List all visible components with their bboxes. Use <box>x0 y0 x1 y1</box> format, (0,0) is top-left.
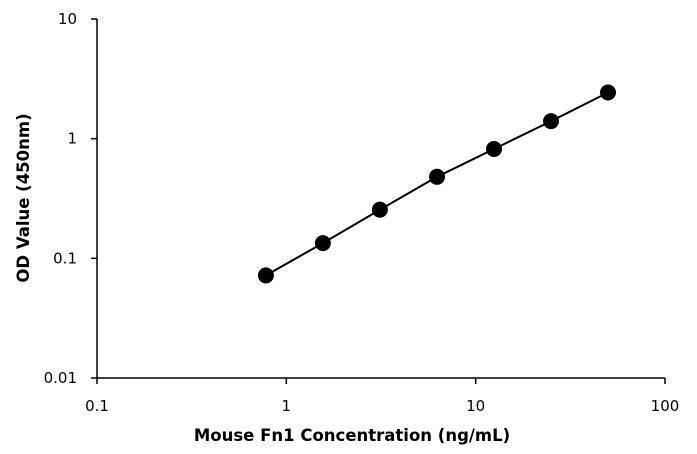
x-tick-label: 10 <box>466 397 485 415</box>
x-tick-label: 1 <box>282 397 292 415</box>
data-point <box>257 267 274 284</box>
data-points <box>257 84 617 284</box>
y-tick-label: 10 <box>58 10 77 28</box>
data-point <box>600 84 617 101</box>
x-axis-title: Mouse Fn1 Concentration (ng/mL) <box>194 426 510 445</box>
data-point <box>486 140 503 157</box>
data-point <box>371 201 388 218</box>
data-point <box>429 168 446 185</box>
x-tick-label: 100 <box>651 397 680 415</box>
plot-area: 0.1 1 10 100 0.01 0.1 1 10 <box>44 10 680 415</box>
y-axis-title: OD Value (450nm) <box>14 113 33 282</box>
x-tick-label: 0.1 <box>85 397 109 415</box>
x-ticks: 0.1 1 10 100 <box>85 378 679 415</box>
y-tick-label: 0.1 <box>53 249 77 267</box>
data-point <box>314 235 331 252</box>
y-ticks: 0.01 0.1 1 10 <box>44 10 97 387</box>
data-point <box>543 113 560 130</box>
y-tick-label: 1 <box>67 130 77 148</box>
y-tick-label: 0.01 <box>44 369 77 387</box>
